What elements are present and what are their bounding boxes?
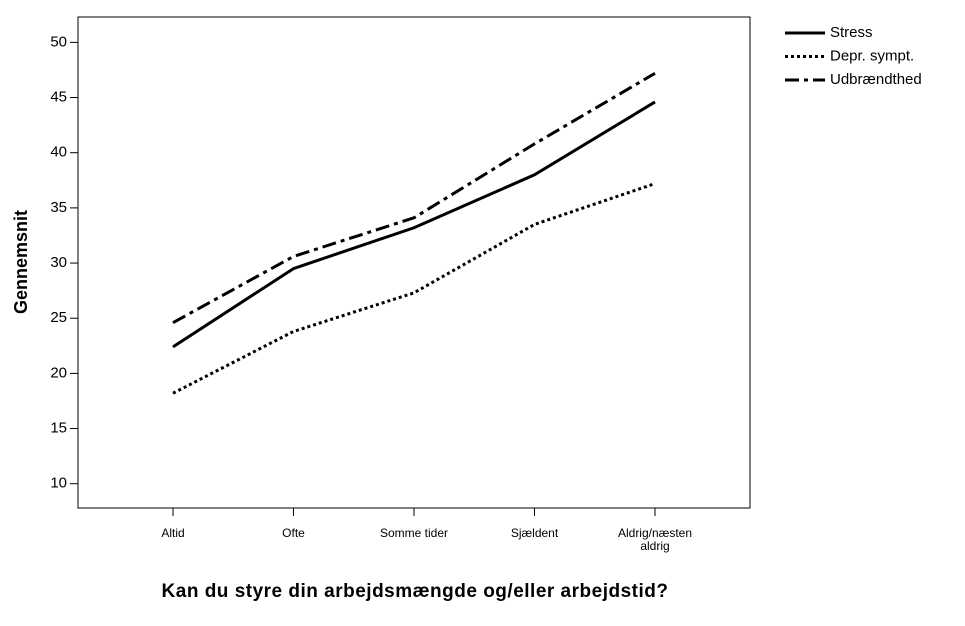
y-axis-title: Gennemsnit <box>11 210 31 314</box>
legend-label: Depr. sympt. <box>830 47 914 64</box>
y-tick-label: 20 <box>50 364 67 381</box>
legend-label: Stress <box>830 24 873 41</box>
x-tick-label: Ofte <box>282 526 305 540</box>
x-axis-title: Kan du styre din arbejdsmængde og/eller … <box>161 581 669 602</box>
series-line <box>172 71 656 324</box>
y-tick-label: 30 <box>50 254 67 271</box>
y-tick-label: 35 <box>50 199 67 216</box>
x-tick-label: Altid <box>161 526 185 540</box>
y-tick-label: 40 <box>50 144 67 161</box>
y-tick-label: 50 <box>50 33 67 50</box>
y-tick-label: 15 <box>50 420 67 437</box>
y-tick-label: 45 <box>50 89 67 106</box>
legend-label: Udbrændthed <box>830 71 922 88</box>
x-tick-label: Sjældent <box>510 526 559 540</box>
x-tick-label: Aldrig/næsten aldrig <box>617 526 693 553</box>
series-line <box>172 100 656 349</box>
y-tick-label: 25 <box>50 309 67 326</box>
x-tick-label: Somme tider <box>379 526 449 540</box>
y-tick-label: 10 <box>50 475 67 492</box>
series-line <box>172 182 656 395</box>
plot-frame <box>77 16 751 509</box>
